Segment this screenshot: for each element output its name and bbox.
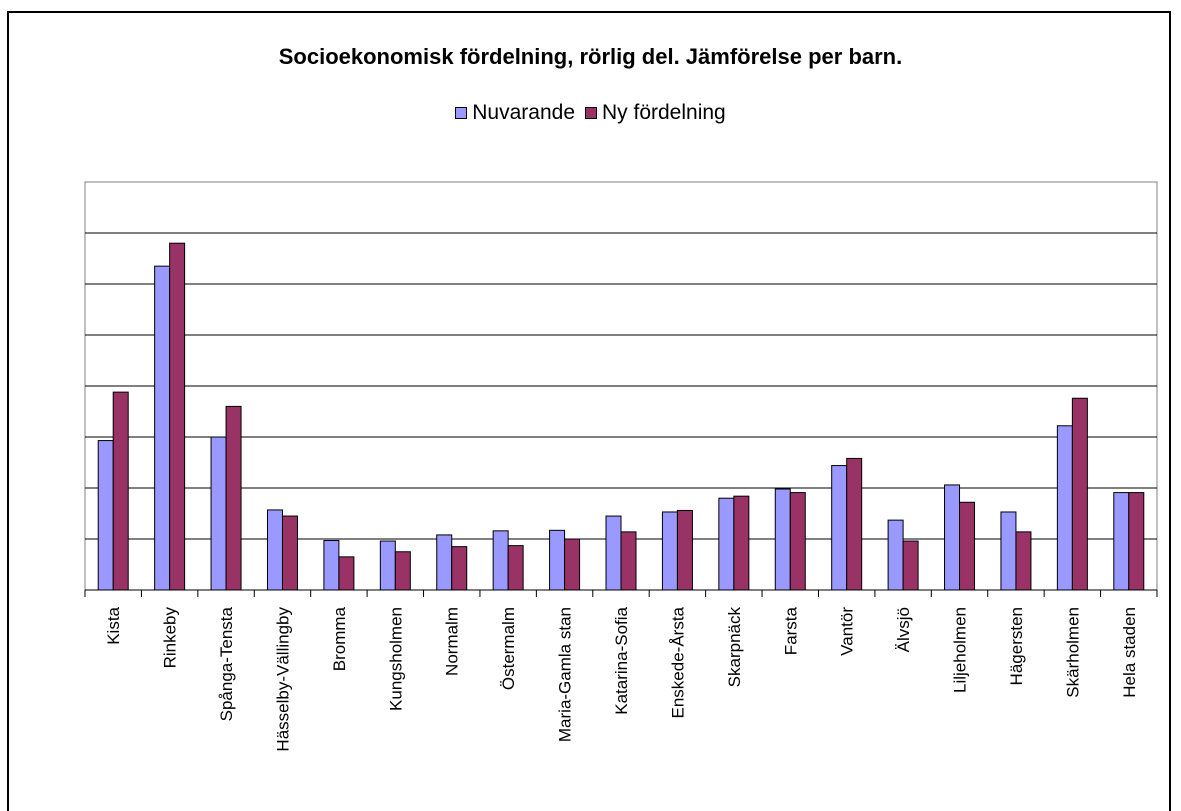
- bar: [549, 529, 566, 591]
- bar: [733, 495, 750, 591]
- category-label: Hägersten: [1007, 607, 1026, 685]
- bar: [1113, 492, 1130, 591]
- category-label: Kungsholmen: [386, 607, 405, 711]
- bar: [492, 530, 509, 591]
- category-label: Farsta: [781, 606, 800, 655]
- bar: [338, 556, 355, 591]
- category-label: Normalm: [443, 607, 462, 676]
- legend: Nuvarande Ny fördelning: [0, 101, 1181, 125]
- bar: [507, 545, 524, 591]
- bar: [451, 546, 468, 591]
- legend-label-ny-fordelning: Ny fördelning: [602, 101, 726, 124]
- bar: [210, 436, 227, 591]
- bar: [225, 405, 242, 591]
- category-label: Spånga-Tensta: [217, 606, 236, 721]
- bar: [902, 540, 919, 591]
- bar: [564, 538, 581, 591]
- bar: [959, 501, 976, 591]
- bar: [774, 488, 791, 591]
- chart-title: Socioekonomisk fördelning, rörlig del. J…: [278, 44, 903, 69]
- legend-item-nuvarande: Nuvarande: [455, 101, 575, 125]
- category-label: Östermalm: [499, 607, 518, 690]
- category-label: Rinkeby: [161, 607, 180, 669]
- legend-swatch-ny-fordelning: [585, 107, 597, 119]
- bar: [718, 497, 735, 591]
- bar: [436, 534, 453, 591]
- bar: [266, 509, 283, 591]
- bar: [1128, 492, 1145, 591]
- category-label: Maria-Gamla stan: [556, 607, 575, 742]
- chart-frame: [7, 11, 1171, 811]
- legend-label-nuvarande: Nuvarande: [472, 101, 575, 124]
- bar: [112, 391, 129, 591]
- bar: [887, 519, 904, 591]
- bar: [1015, 531, 1032, 591]
- bar: [1000, 511, 1017, 591]
- bar: [661, 511, 678, 591]
- bar: [944, 484, 961, 591]
- bar: [676, 509, 693, 591]
- bar: [620, 531, 637, 591]
- bar: [323, 540, 340, 591]
- category-label: Liljeholmen: [951, 607, 970, 693]
- bar: [394, 551, 411, 591]
- bar: [169, 242, 186, 591]
- category-label: Hässelby-Vällingby: [273, 607, 292, 752]
- category-label: Vantör: [838, 607, 857, 656]
- bar: [789, 492, 806, 591]
- bar: [1071, 397, 1088, 591]
- bar: [154, 265, 171, 591]
- category-label: Hela staden: [1120, 607, 1139, 698]
- bar: [605, 515, 622, 591]
- category-label: Bromma: [330, 606, 349, 671]
- category-label: Enskede-Årsta: [668, 606, 687, 718]
- category-label: Älvsjö: [894, 607, 913, 652]
- category-label: Skarpnäck: [725, 607, 744, 688]
- category-label: Skärholmen: [1063, 607, 1082, 698]
- bar: [379, 540, 396, 591]
- category-label: Kista: [104, 606, 123, 644]
- legend-item-ny-fordelning: Ny fördelning: [585, 101, 726, 125]
- legend-swatch-nuvarande: [455, 107, 468, 119]
- bar: [1056, 425, 1073, 591]
- bar: [97, 440, 114, 591]
- bar: [846, 457, 863, 591]
- bar: [831, 465, 848, 591]
- category-label: Katarina-Sofia: [612, 606, 631, 714]
- bar: [281, 515, 298, 591]
